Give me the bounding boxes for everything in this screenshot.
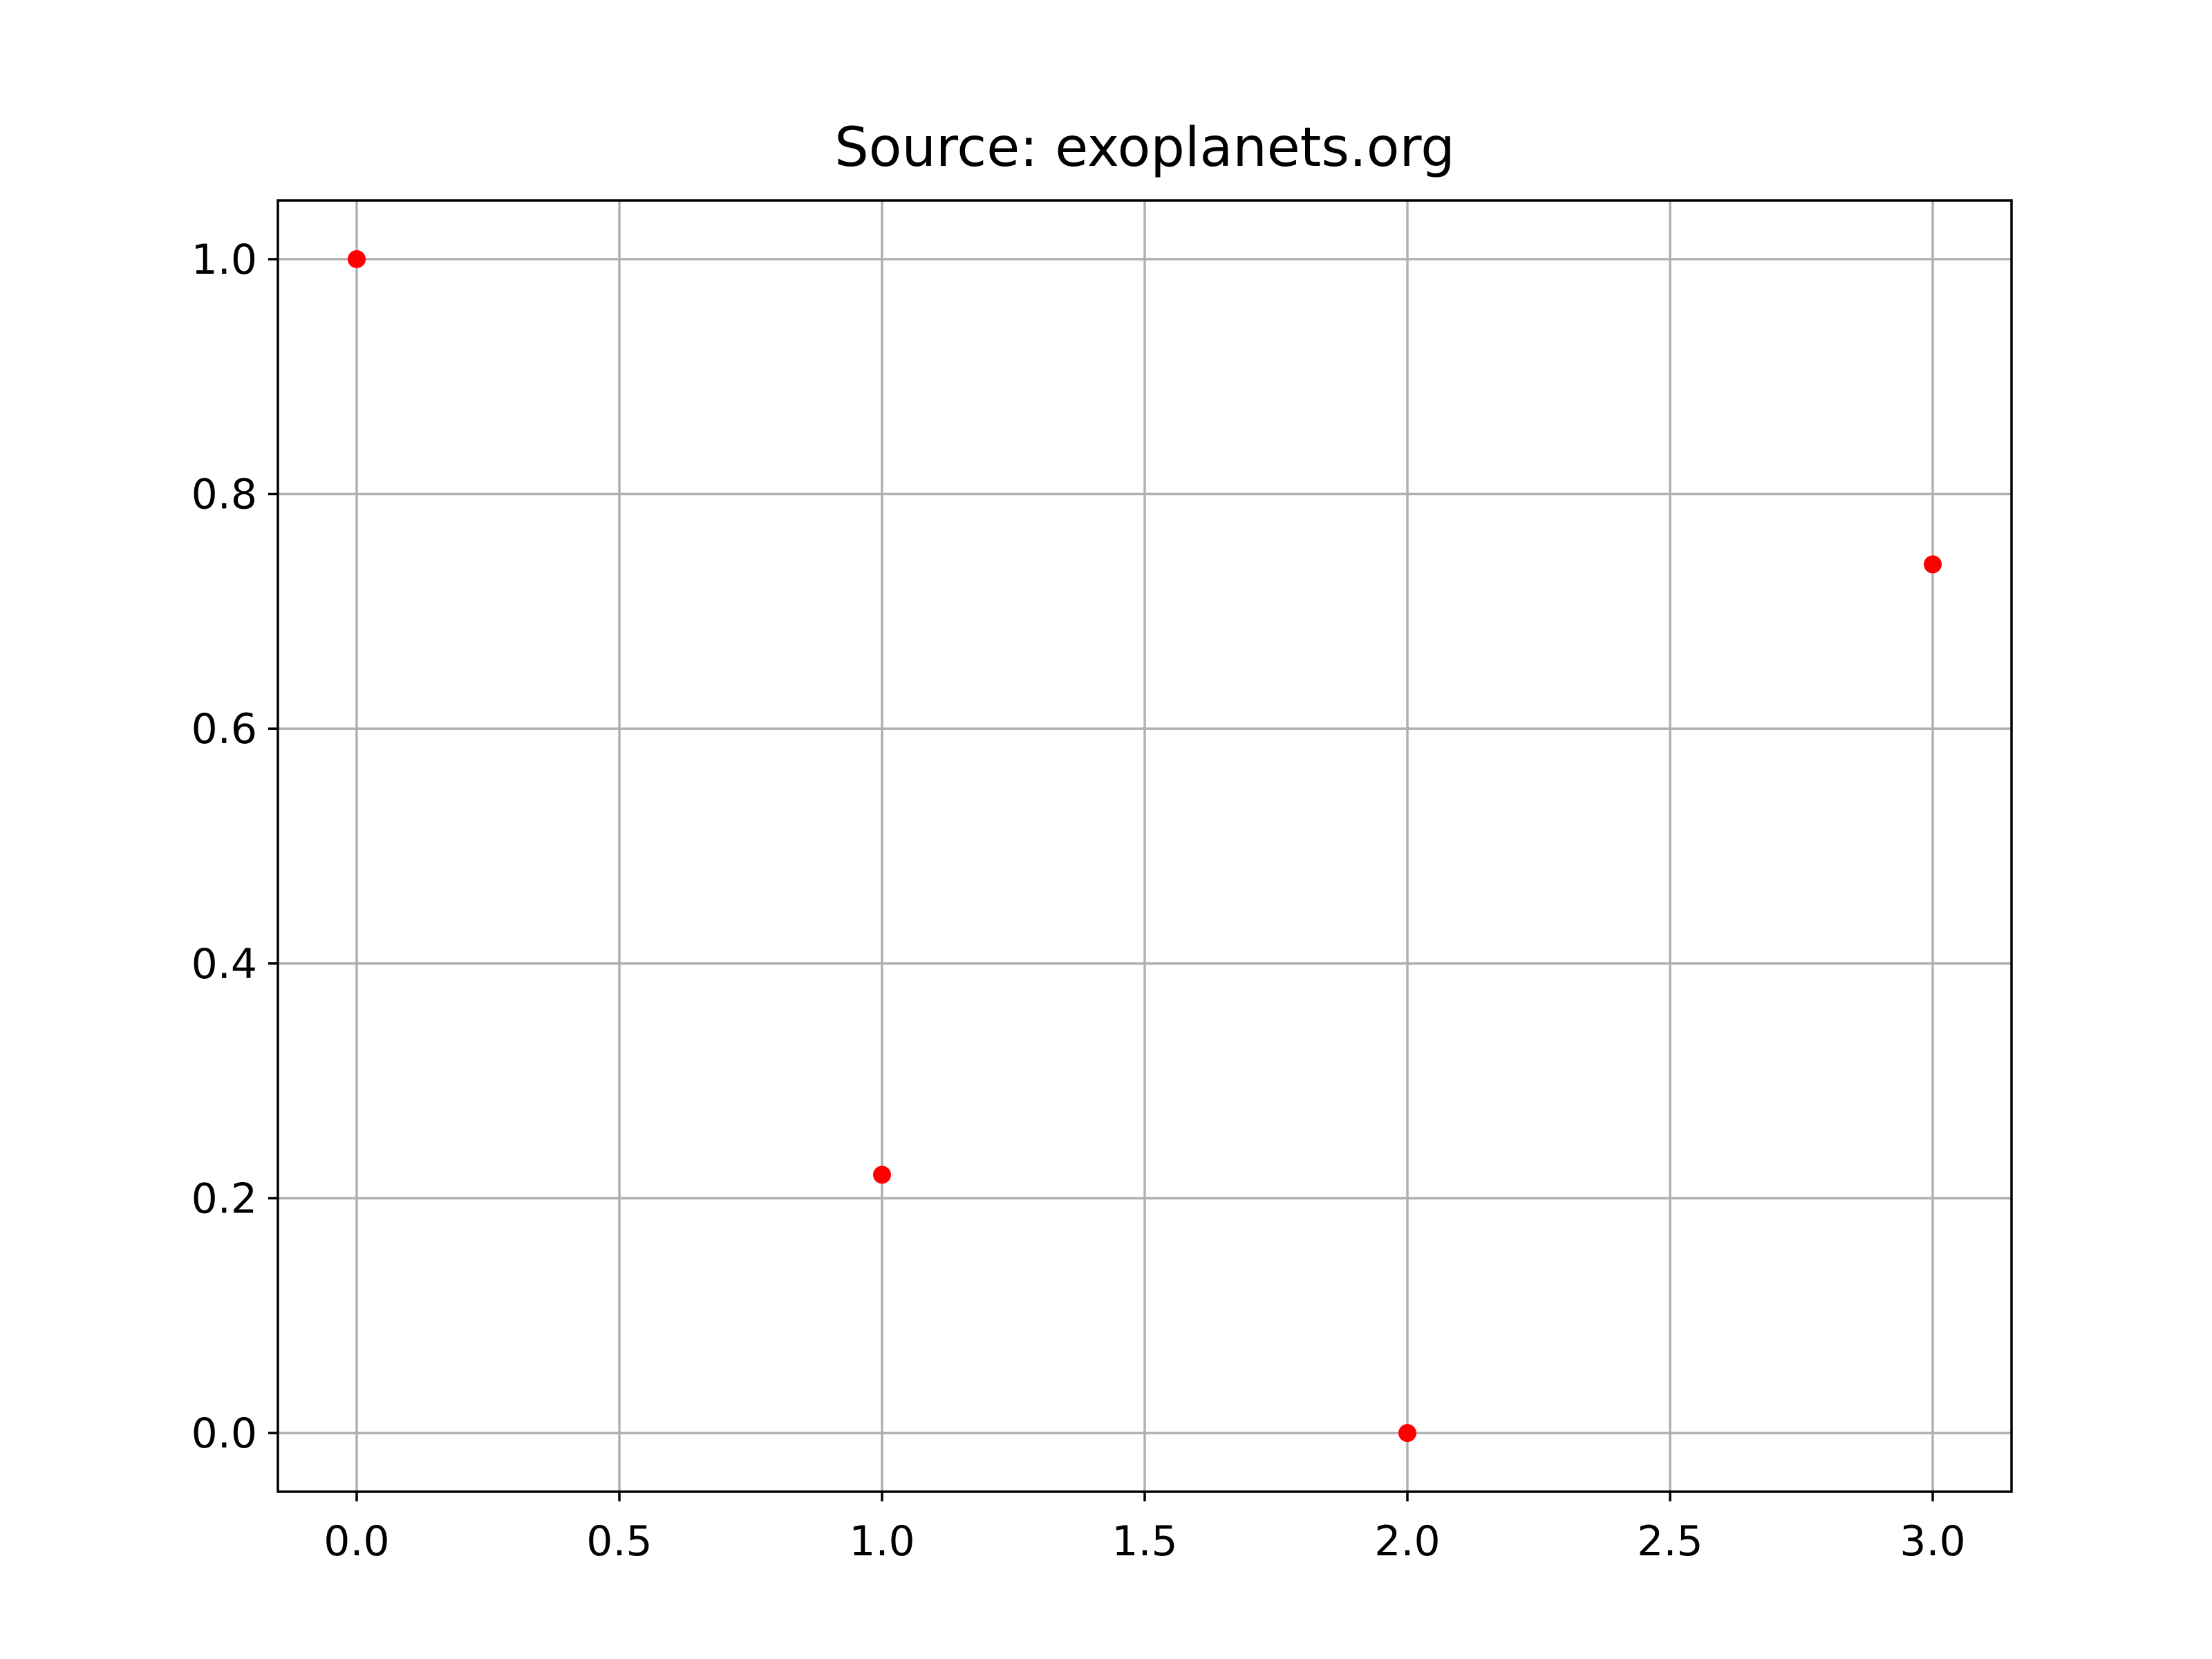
data-point	[1924, 555, 1942, 574]
y-tick-label: 1.0	[191, 236, 257, 284]
y-tick-label: 0.0	[191, 1409, 257, 1458]
x-tick-label: 3.0	[1900, 1517, 1965, 1566]
x-tick-label: 1.5	[1112, 1517, 1177, 1566]
x-tick-label: 2.5	[1637, 1517, 1703, 1566]
data-points	[348, 250, 1942, 1443]
y-tick-label: 0.4	[191, 940, 257, 988]
x-axis: 0.0 0.5 1.0 1.5 2.0 2.5 3.0	[324, 1492, 1966, 1566]
x-tick-label: 0.5	[586, 1517, 652, 1566]
data-point	[348, 250, 366, 268]
data-point	[1398, 1424, 1416, 1443]
y-axis: 0.0 0.2 0.4 0.6 0.8 1.0	[191, 236, 278, 1458]
grid-lines	[278, 200, 2012, 1492]
y-tick-label: 0.2	[191, 1174, 257, 1223]
x-tick-label: 0.0	[324, 1517, 389, 1566]
data-point	[873, 1165, 891, 1184]
chart-title: Source: exoplanets.org	[834, 117, 1454, 179]
y-tick-label: 0.8	[191, 471, 257, 519]
x-tick-label: 2.0	[1374, 1517, 1440, 1566]
x-tick-label: 1.0	[849, 1517, 915, 1566]
y-tick-label: 0.6	[191, 705, 257, 753]
